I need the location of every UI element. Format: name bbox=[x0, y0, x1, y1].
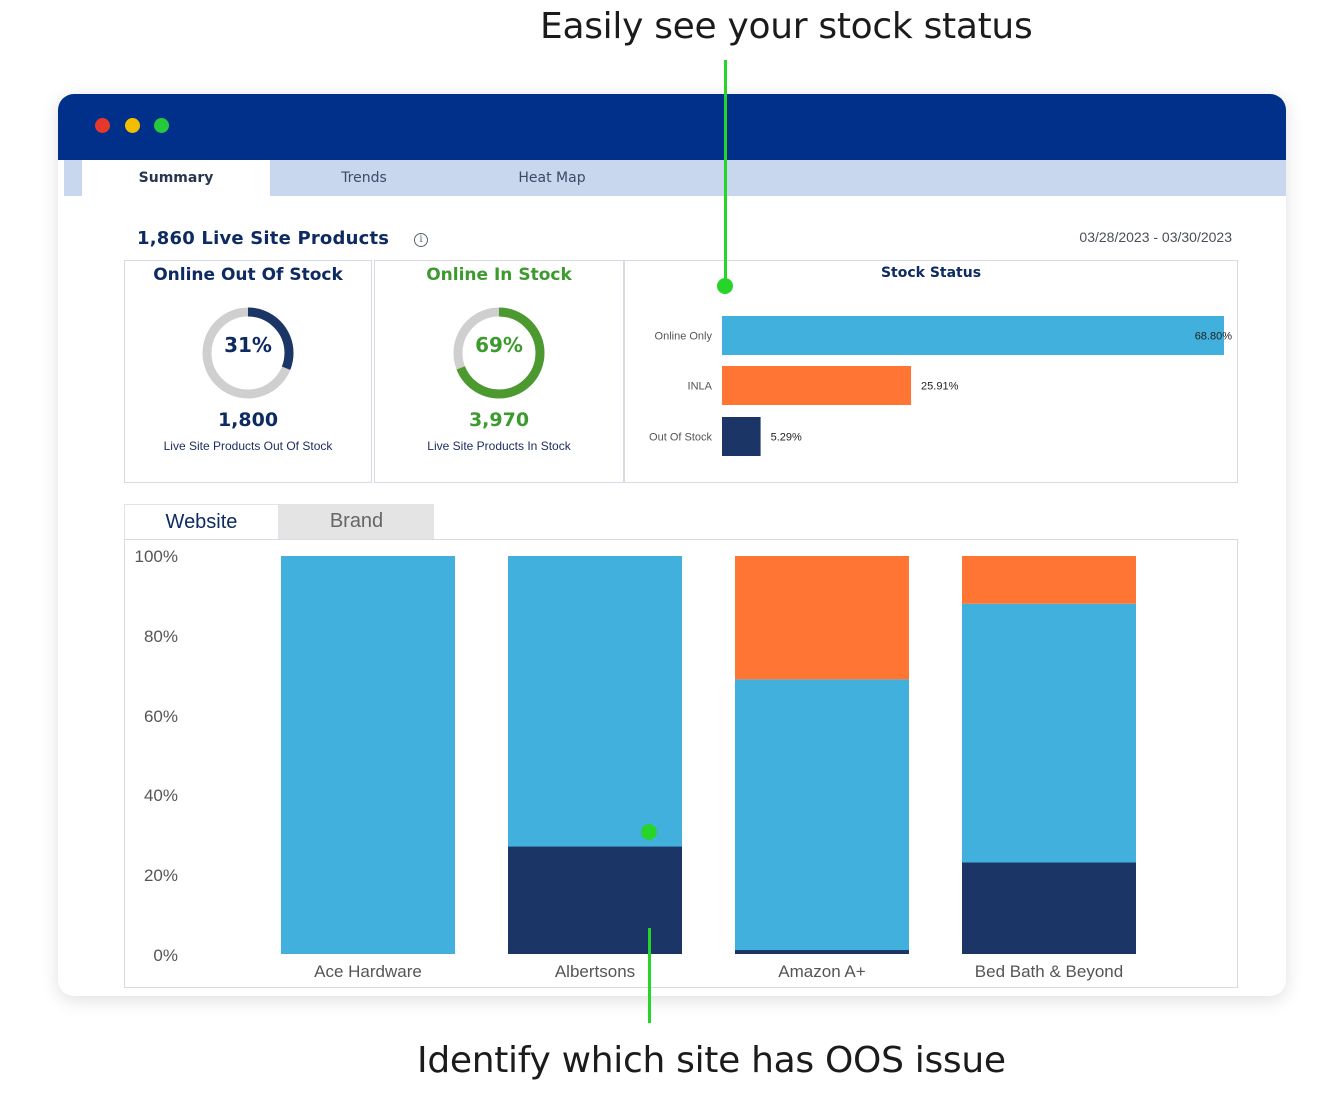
x-category-label: Bed Bath & Beyond bbox=[975, 962, 1123, 981]
x-category-label: Amazon A+ bbox=[778, 962, 865, 981]
card-title: Online Out Of Stock bbox=[153, 265, 343, 285]
in-stock-card: Online In Stock 69% 3,970 Live Site Prod… bbox=[374, 260, 624, 483]
stacked-bar-segment[interactable] bbox=[735, 679, 909, 951]
tab-summary[interactable]: Summary bbox=[82, 160, 270, 196]
data-label: 25.91% bbox=[921, 381, 959, 393]
tab-heat-map[interactable]: Heat Map bbox=[518, 170, 586, 186]
out-of-stock-label: Live Site Products Out Of Stock bbox=[163, 439, 333, 453]
stacked-bar-segment[interactable] bbox=[962, 556, 1136, 604]
tab-website[interactable]: Website bbox=[124, 504, 279, 539]
tab-bar: Summary Trends Heat Map bbox=[64, 160, 1286, 196]
callout-line-top bbox=[724, 60, 727, 285]
top-caption: Easily see your stock status bbox=[540, 6, 1033, 47]
stock-status-bar[interactable] bbox=[722, 316, 1224, 355]
close-window-button[interactable] bbox=[95, 118, 110, 133]
in-stock-donut bbox=[453, 307, 545, 399]
stacked-bar-segment[interactable] bbox=[508, 846, 682, 954]
tab-trends[interactable]: Trends bbox=[341, 170, 387, 186]
stacked-bar-segment[interactable] bbox=[962, 603, 1136, 863]
category-label: INLA bbox=[688, 381, 713, 393]
x-category-label: Albertsons bbox=[555, 962, 635, 981]
tab-brand[interactable]: Brand bbox=[279, 504, 434, 539]
title-bar bbox=[58, 94, 1286, 160]
y-tick-label: 100% bbox=[135, 547, 178, 566]
y-tick-label: 20% bbox=[144, 866, 178, 885]
stock-status-chart: Online Only 68.80% INLA 25.91% Out Of Stock 5… bbox=[649, 316, 1233, 456]
donut-percent: 69% bbox=[475, 333, 523, 357]
maximize-window-button[interactable] bbox=[154, 118, 169, 133]
category-label: Online Only bbox=[655, 331, 713, 343]
in-stock-label: Live Site Products In Stock bbox=[427, 439, 571, 453]
stacked-bar-segment[interactable] bbox=[962, 862, 1136, 954]
stacked-bar-segment[interactable] bbox=[508, 556, 682, 847]
bottom-caption: Identify which site has OOS issue bbox=[417, 1040, 1006, 1081]
data-label: 68.80% bbox=[1195, 331, 1233, 343]
stacked-bar-segment[interactable] bbox=[735, 556, 909, 680]
in-stock-count: 3,970 bbox=[468, 409, 530, 431]
website-stacked-chart: 0% 20% 40% 60% 80% 100% Ace Hardware Albertsons… bbox=[135, 547, 1136, 981]
app-window: Summary Trends Heat Map 1,860 Live Site … bbox=[58, 94, 1286, 996]
stock-status-bar[interactable] bbox=[722, 417, 761, 456]
stacked-bar-segment[interactable] bbox=[281, 556, 455, 954]
info-icon[interactable]: i bbox=[414, 233, 428, 247]
donut-percent: 31% bbox=[224, 333, 272, 357]
out-of-stock-donut bbox=[202, 307, 294, 399]
y-tick-label: 0% bbox=[153, 946, 178, 965]
page-title: 1,860 Live Site Products bbox=[137, 228, 390, 249]
date-range[interactable]: 03/28/2023 - 03/30/2023 bbox=[1079, 229, 1232, 245]
y-tick-label: 80% bbox=[144, 627, 178, 646]
x-category-label: Ace Hardware bbox=[314, 962, 422, 981]
minimize-window-button[interactable] bbox=[125, 118, 140, 133]
callout-dot-bottom bbox=[641, 824, 657, 840]
y-tick-label: 60% bbox=[144, 707, 178, 726]
out-of-stock-count: 1,800 bbox=[217, 409, 279, 431]
data-label: 5.29% bbox=[771, 432, 802, 444]
category-label: Out Of Stock bbox=[649, 432, 712, 444]
out-of-stock-card: Online Out Of Stock 31% 1,800 Live Site … bbox=[124, 260, 372, 483]
stock-status-card: Stock Status Online Only 68.80% INLA 25.91%… bbox=[624, 260, 1238, 483]
callout-dot-top bbox=[717, 278, 733, 294]
card-title: Online In Stock bbox=[426, 265, 572, 285]
stock-status-bar[interactable] bbox=[722, 366, 912, 405]
stacked-bar-segment[interactable] bbox=[735, 950, 909, 954]
donut-arc bbox=[453, 307, 545, 399]
stock-status-title: Stock Status bbox=[880, 265, 982, 281]
website-chart-panel: 0% 20% 40% 60% 80% 100% Ace Hardware Albertsons… bbox=[124, 539, 1238, 988]
callout-line-bottom bbox=[648, 928, 651, 1023]
donut-arc bbox=[202, 307, 294, 399]
y-tick-label: 40% bbox=[144, 786, 178, 805]
